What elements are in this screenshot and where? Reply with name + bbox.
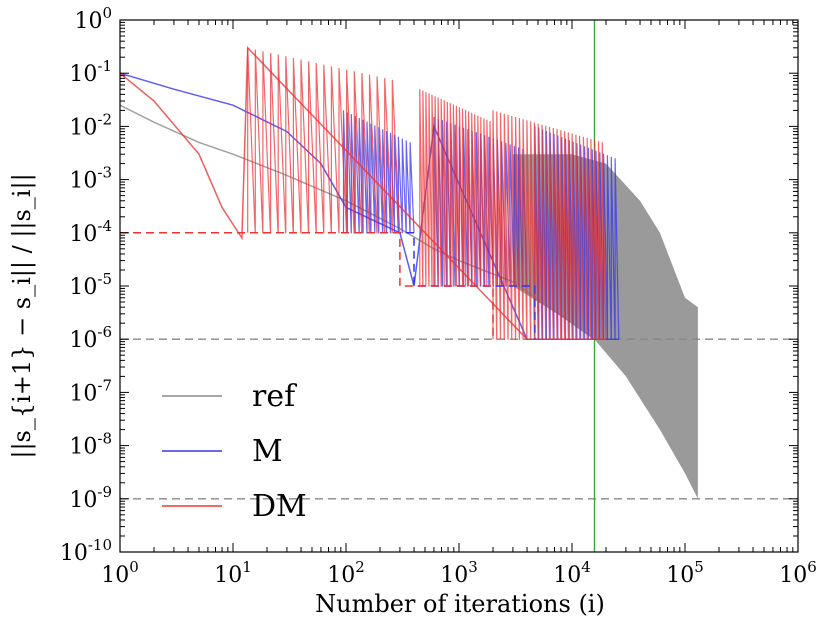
- series-dm-tolerance-line: [120, 232, 494, 340]
- x-tick-label-6: 106: [779, 558, 817, 588]
- y-tick-label--3: 10-3: [69, 164, 112, 194]
- y-tick-label--2: 10-2: [69, 110, 112, 140]
- y-tick-label--10: 10-10: [60, 536, 112, 566]
- y-axis-title: ||s_{i+1} − s_i|| / ||s_i||: [8, 173, 37, 458]
- x-tick-label-1: 101: [214, 558, 252, 588]
- legend: ref M DM: [162, 379, 307, 524]
- y-tick-label--6: 10-6: [69, 323, 112, 353]
- y-tick-label--9: 10-9: [69, 483, 112, 513]
- y-tick-labels: 100 10-1 10-2 10-3 10-4 10-5 10-6 10-7 10-8 10-9 1…: [60, 4, 112, 566]
- axis-ticks: [119, 19, 799, 553]
- x-tick-label-4: 104: [553, 558, 591, 588]
- x-tick-label-3: 103: [440, 558, 478, 588]
- legend-label-m: M: [252, 434, 283, 469]
- legend-label-dm: DM: [252, 489, 307, 524]
- series-dm-line: [119, 45, 606, 340]
- x-tick-label-5: 105: [666, 558, 704, 588]
- series-dm-spikes-1: [419, 89, 494, 287]
- y-tick-label--8: 10-8: [69, 430, 112, 460]
- y-tick-label--7: 10-7: [69, 376, 112, 406]
- y-tick-label-0: 100: [74, 4, 112, 34]
- x-tick-labels: 100 101 102 103 104 105 106: [101, 558, 817, 588]
- y-tick-label--1: 10-1: [69, 57, 112, 87]
- y-tick-label--5: 10-5: [69, 270, 112, 300]
- x-axis-title: Number of iterations (i): [315, 590, 605, 618]
- series-dm-spikes-0: [247, 47, 401, 234]
- legend-label-ref: ref: [252, 379, 297, 414]
- x-tick-label-0: 100: [101, 558, 139, 588]
- x-tick-label-2: 102: [327, 558, 365, 588]
- series-m-spikes-0: [342, 110, 415, 234]
- series-layer: [119, 45, 698, 499]
- series-m-spikes-2: [534, 126, 620, 340]
- y-tick-label--4: 10-4: [69, 217, 112, 247]
